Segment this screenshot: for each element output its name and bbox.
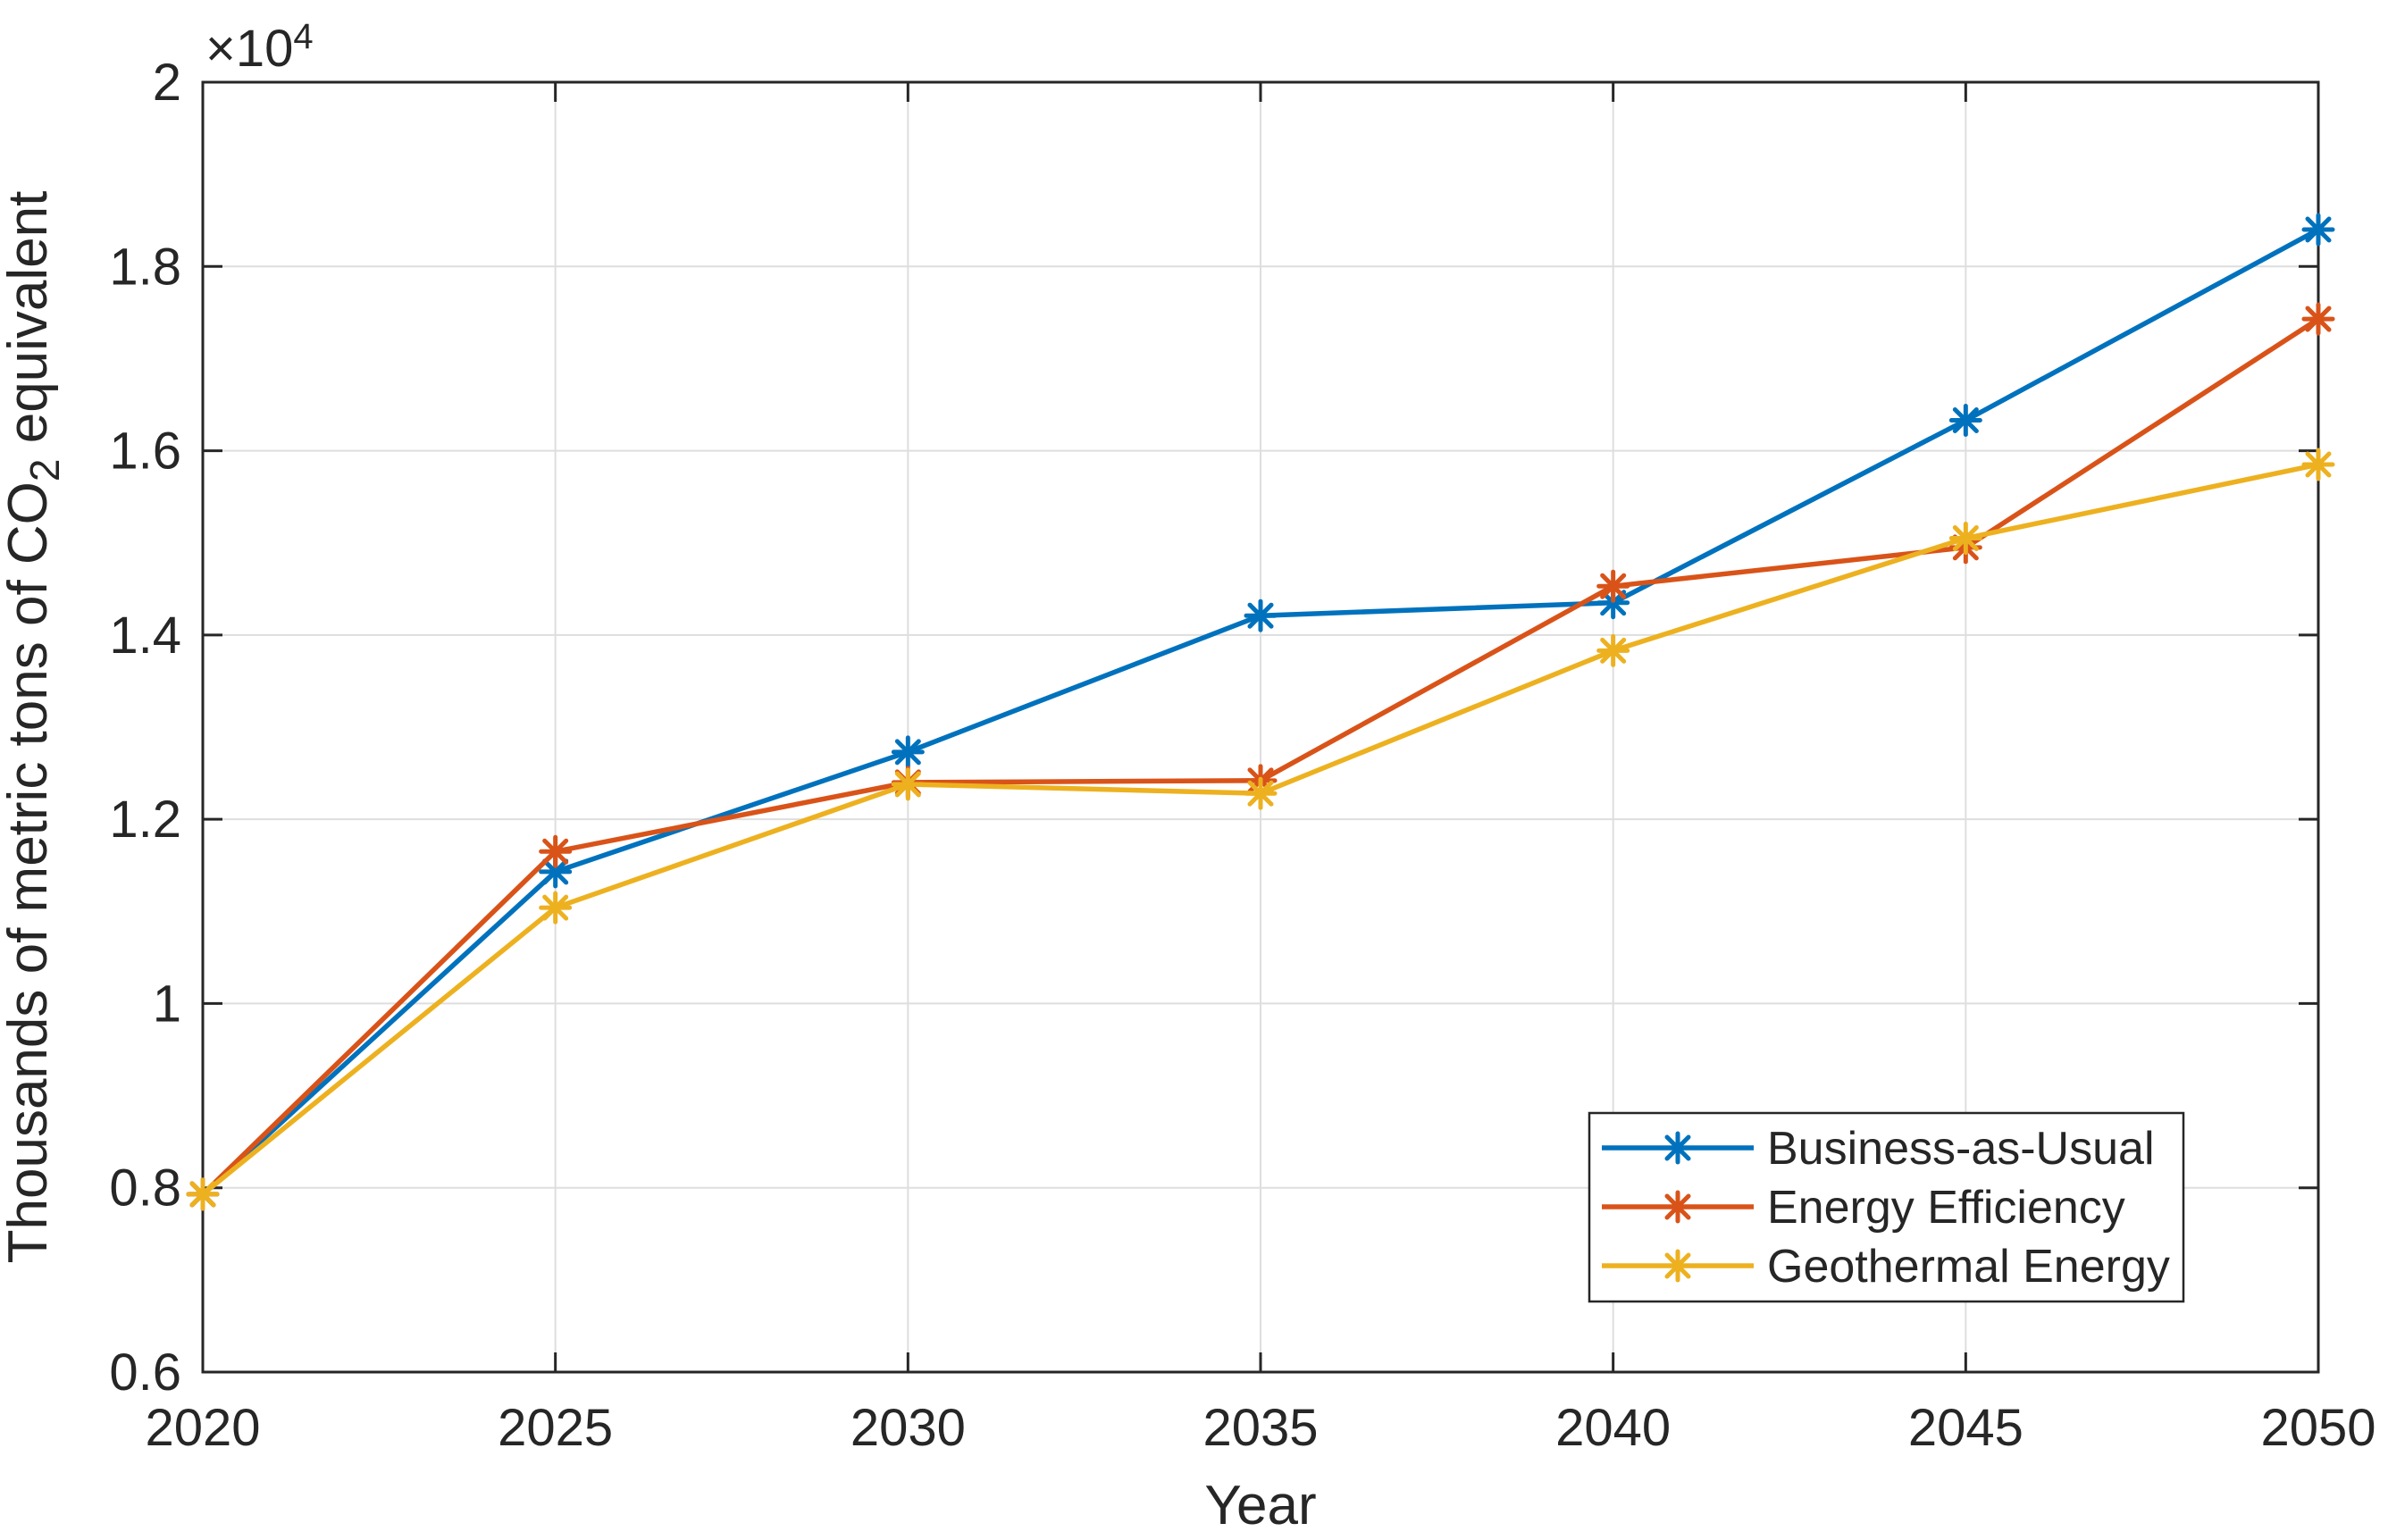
y-tick-label: 0.6 xyxy=(109,1343,181,1402)
y-axis-title: Thousands of metric tons of CO2 equivale… xyxy=(0,191,68,1264)
data-point-marker-business-as-usual xyxy=(2301,213,2335,247)
marker-spoke xyxy=(542,838,569,865)
legend-marker xyxy=(1661,1190,1695,1224)
data-point-marker-geothermal-energy xyxy=(891,767,925,801)
marker-spoke xyxy=(2305,451,2332,478)
legend-label: Business-as-Usual xyxy=(1767,1123,2155,1175)
series-group xyxy=(186,213,2335,1211)
legend-entry-business-as-usual: Business-as-Usual xyxy=(1602,1123,2155,1175)
axis-text: 2020 2025 2030 2035 2040 2045 2050 0.6 0.8 1 1.2 1.… xyxy=(0,17,2376,1536)
marker-spoke xyxy=(1247,602,1274,629)
marker-spoke xyxy=(1600,573,1627,599)
marker-spoke xyxy=(1664,1134,1691,1161)
x-tick-label: 2025 xyxy=(498,1399,613,1457)
exponent-superscript: 4 xyxy=(293,17,313,56)
legend-entry-geothermal-energy: Geothermal Energy xyxy=(1602,1241,2170,1293)
marker-spoke xyxy=(2305,216,2332,243)
y-tick-label: 0.8 xyxy=(109,1159,181,1218)
x-tick-label: 2040 xyxy=(1555,1399,1671,1457)
marker-spoke xyxy=(542,858,569,885)
y-tick-label: 1.6 xyxy=(109,423,181,481)
marker-spoke xyxy=(894,771,921,798)
legend: Business-as-Usual Energy Efficiency Geothe… xyxy=(1588,1111,2185,1303)
y-axis-title-subscript: 2 xyxy=(21,459,68,482)
exponent-base: ×10 xyxy=(205,20,293,78)
x-axis-title: Year xyxy=(1204,1475,1316,1536)
marker-spoke xyxy=(189,1181,216,1208)
marker-spoke xyxy=(1664,1193,1691,1220)
data-point-marker-geothermal-energy xyxy=(1596,633,1630,667)
data-point-marker-geothermal-energy xyxy=(1244,776,1278,810)
axes xyxy=(201,80,2320,1374)
legend-entry-energy-efficiency: Energy Efficiency xyxy=(1602,1182,2125,1234)
data-point-marker-geothermal-energy xyxy=(1948,522,1982,556)
x-tick-label: 2050 xyxy=(2260,1399,2375,1457)
data-point-marker-energy-efficiency xyxy=(1596,569,1630,603)
legend-label: Geothermal Energy xyxy=(1767,1241,2170,1293)
legend-label: Energy Efficiency xyxy=(1767,1182,2125,1234)
y-tick-label: 1.2 xyxy=(109,791,181,849)
marker-spoke xyxy=(1247,780,1274,807)
data-point-marker-business-as-usual xyxy=(1244,598,1278,632)
y-tick-label: 1.8 xyxy=(109,238,181,296)
marker-spoke xyxy=(2305,305,2332,332)
grid-lines xyxy=(202,81,2319,1373)
marker-spoke xyxy=(1952,525,1979,552)
x-tick-label: 2020 xyxy=(145,1399,260,1457)
data-point-marker-business-as-usual xyxy=(891,735,925,769)
marker-spoke xyxy=(1664,1252,1691,1279)
y-axis-title-prefix: Thousands of metric tons of CO xyxy=(0,481,59,1263)
legend-marker xyxy=(1661,1131,1695,1165)
x-tick-label: 2035 xyxy=(1202,1399,1318,1457)
marker-spoke xyxy=(1600,637,1627,664)
data-point-marker-geothermal-energy xyxy=(186,1177,220,1211)
series-geothermal-energy xyxy=(186,448,2335,1211)
y-tick-label: 2 xyxy=(153,54,181,112)
y-tick-label: 1.4 xyxy=(109,607,181,665)
x-tick-label: 2045 xyxy=(1908,1399,2024,1457)
marker-spoke xyxy=(1952,407,1979,434)
y-axis-exponent-label: ×104 xyxy=(205,17,314,78)
x-tick-label: 2030 xyxy=(850,1399,966,1457)
data-point-marker-geothermal-energy xyxy=(2301,448,2335,481)
legend-marker xyxy=(1661,1249,1695,1283)
y-tick-label: 1 xyxy=(153,975,181,1033)
data-point-marker-business-as-usual xyxy=(1948,404,1982,438)
marker-spoke xyxy=(542,894,569,921)
y-axis-title-suffix: equivalent xyxy=(0,191,59,459)
data-point-marker-geothermal-energy xyxy=(539,891,573,925)
marker-spoke xyxy=(894,739,921,766)
data-point-marker-energy-efficiency xyxy=(2301,302,2335,336)
data-point-marker-energy-efficiency xyxy=(539,834,573,868)
